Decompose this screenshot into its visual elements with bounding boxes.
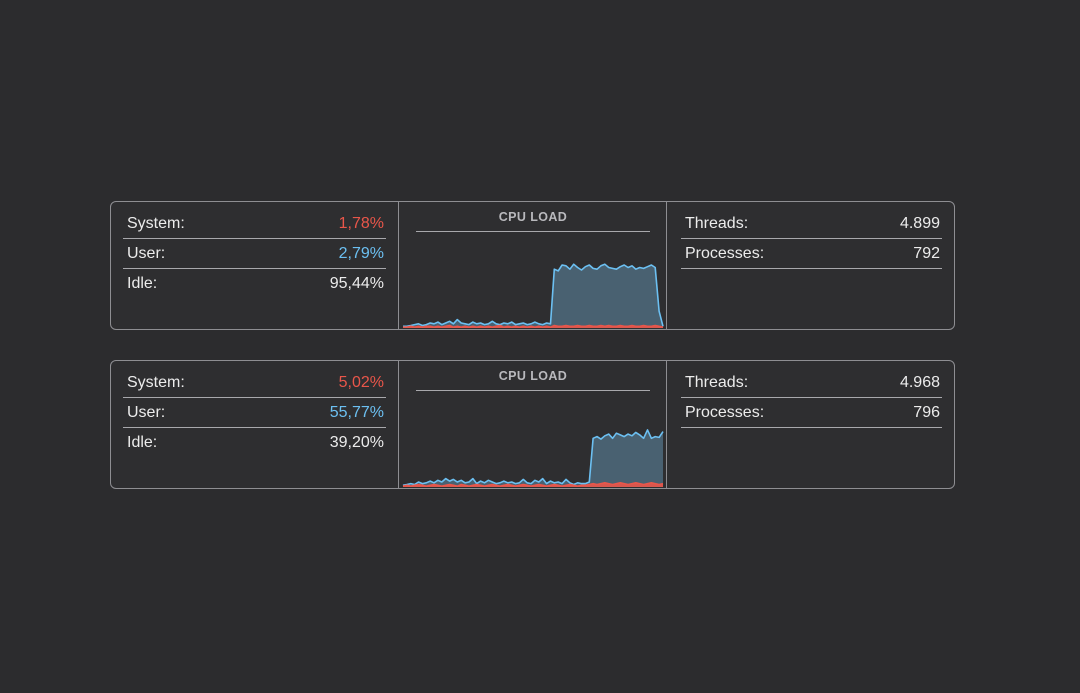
system-label: System: bbox=[127, 215, 185, 232]
idle-value: 95,44% bbox=[329, 275, 384, 292]
processes-label: Processes: bbox=[685, 404, 765, 421]
cpu-load-graph bbox=[402, 429, 664, 487]
idle-value: 39,20% bbox=[329, 434, 384, 451]
threads-label: Threads: bbox=[685, 215, 749, 232]
user-load-area bbox=[403, 429, 663, 487]
user-load-line bbox=[403, 263, 664, 328]
user-value: 55,77% bbox=[329, 404, 384, 421]
threads-row: Threads: 4.899 bbox=[681, 210, 942, 239]
user-value: 2,79% bbox=[338, 245, 384, 262]
system-load-area bbox=[403, 482, 663, 487]
process-counts: Threads: 4.968 Processes: 796 bbox=[667, 361, 954, 488]
processes-row: Processes: 792 bbox=[681, 240, 942, 269]
system-load-line bbox=[402, 482, 664, 487]
processes-value: 796 bbox=[913, 404, 940, 421]
cpu-usage-stats: System: 5,02% User: 55,77% Idle: 39,20% bbox=[111, 361, 399, 488]
user-label: User: bbox=[127, 245, 166, 262]
system-row: System: 5,02% bbox=[123, 369, 386, 398]
system-value: 5,02% bbox=[338, 374, 384, 391]
idle-label: Idle: bbox=[127, 275, 158, 292]
cpu-load-chart: CPU LOAD bbox=[399, 202, 667, 329]
system-row: System: 1,78% bbox=[123, 210, 386, 239]
user-row: User: 55,77% bbox=[123, 399, 386, 428]
chart-title: CPU LOAD bbox=[416, 369, 650, 391]
threads-value: 4.968 bbox=[899, 374, 940, 391]
processes-row: Processes: 796 bbox=[681, 399, 942, 428]
cpu-panel-2: System: 5,02% User: 55,77% Idle: 39,20% … bbox=[110, 360, 955, 489]
cpu-usage-stats: System: 1,78% User: 2,79% Idle: 95,44% bbox=[111, 202, 399, 329]
idle-row: Idle: 39,20% bbox=[123, 429, 386, 457]
chart-title: CPU LOAD bbox=[416, 210, 650, 232]
cpu-load-chart: CPU LOAD bbox=[399, 361, 667, 488]
threads-label: Threads: bbox=[685, 374, 749, 391]
processes-label: Processes: bbox=[685, 245, 765, 262]
system-value: 1,78% bbox=[338, 215, 384, 232]
cpu-panel-1: System: 1,78% User: 2,79% Idle: 95,44% C… bbox=[110, 201, 955, 330]
user-row: User: 2,79% bbox=[123, 240, 386, 269]
threads-row: Threads: 4.968 bbox=[681, 369, 942, 398]
user-load-area bbox=[403, 264, 663, 328]
user-load-line bbox=[402, 429, 664, 487]
idle-row: Idle: 95,44% bbox=[123, 270, 386, 298]
threads-value: 4.899 bbox=[899, 215, 940, 232]
system-load-line bbox=[403, 324, 664, 328]
process-counts: Threads: 4.899 Processes: 792 bbox=[667, 202, 954, 329]
user-label: User: bbox=[127, 404, 166, 421]
idle-label: Idle: bbox=[127, 434, 158, 451]
processes-value: 792 bbox=[913, 245, 940, 262]
cpu-load-graph bbox=[403, 263, 664, 328]
system-label: System: bbox=[127, 374, 185, 391]
